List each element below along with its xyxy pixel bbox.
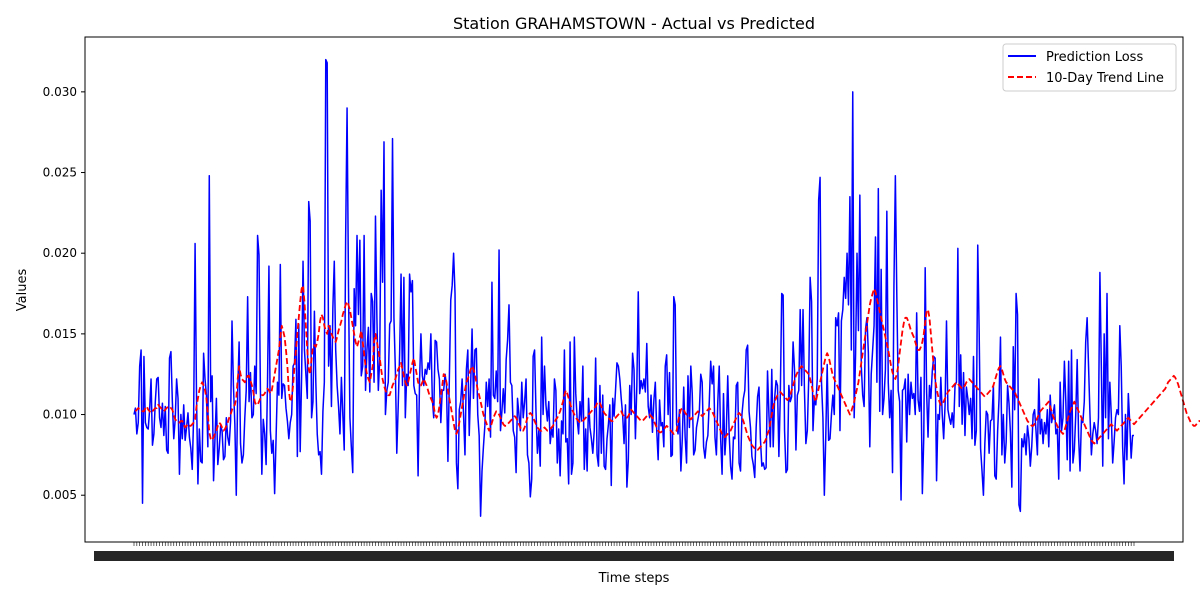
y-tick-label: 0.015	[43, 327, 77, 341]
legend-label-trend-line: 10-Day Trend Line	[1046, 71, 1164, 86]
y-axis-ticks: 0.005 0.010 0.015 0.020 0.025 0.030	[43, 85, 85, 502]
x-tick-marks	[94, 542, 1174, 561]
chart-title: Station GRAHAMSTOWN - Actual vs Predicte…	[453, 14, 815, 33]
y-tick-label: 0.030	[43, 85, 77, 99]
plot-frame	[84, 36, 1184, 543]
y-axis-label: Values	[15, 269, 30, 312]
y-tick-label: 0.010	[43, 408, 77, 422]
series-layer	[133, 58, 1200, 517]
y-tick-label: 0.025	[43, 166, 77, 180]
y-tick-label: 0.005	[43, 488, 77, 502]
series-line-trend	[134, 284, 1200, 451]
legend-box	[1002, 43, 1177, 92]
y-tick-label: 0.020	[43, 246, 77, 260]
legend: Prediction Loss 10-Day Trend Line	[1002, 43, 1177, 92]
x-tick-labels-overlapping	[94, 551, 1174, 561]
series-line-prediction-loss	[133, 58, 1134, 517]
legend-label-prediction-loss: Prediction Loss	[1046, 50, 1143, 65]
x-axis-label: Time steps	[598, 571, 670, 586]
